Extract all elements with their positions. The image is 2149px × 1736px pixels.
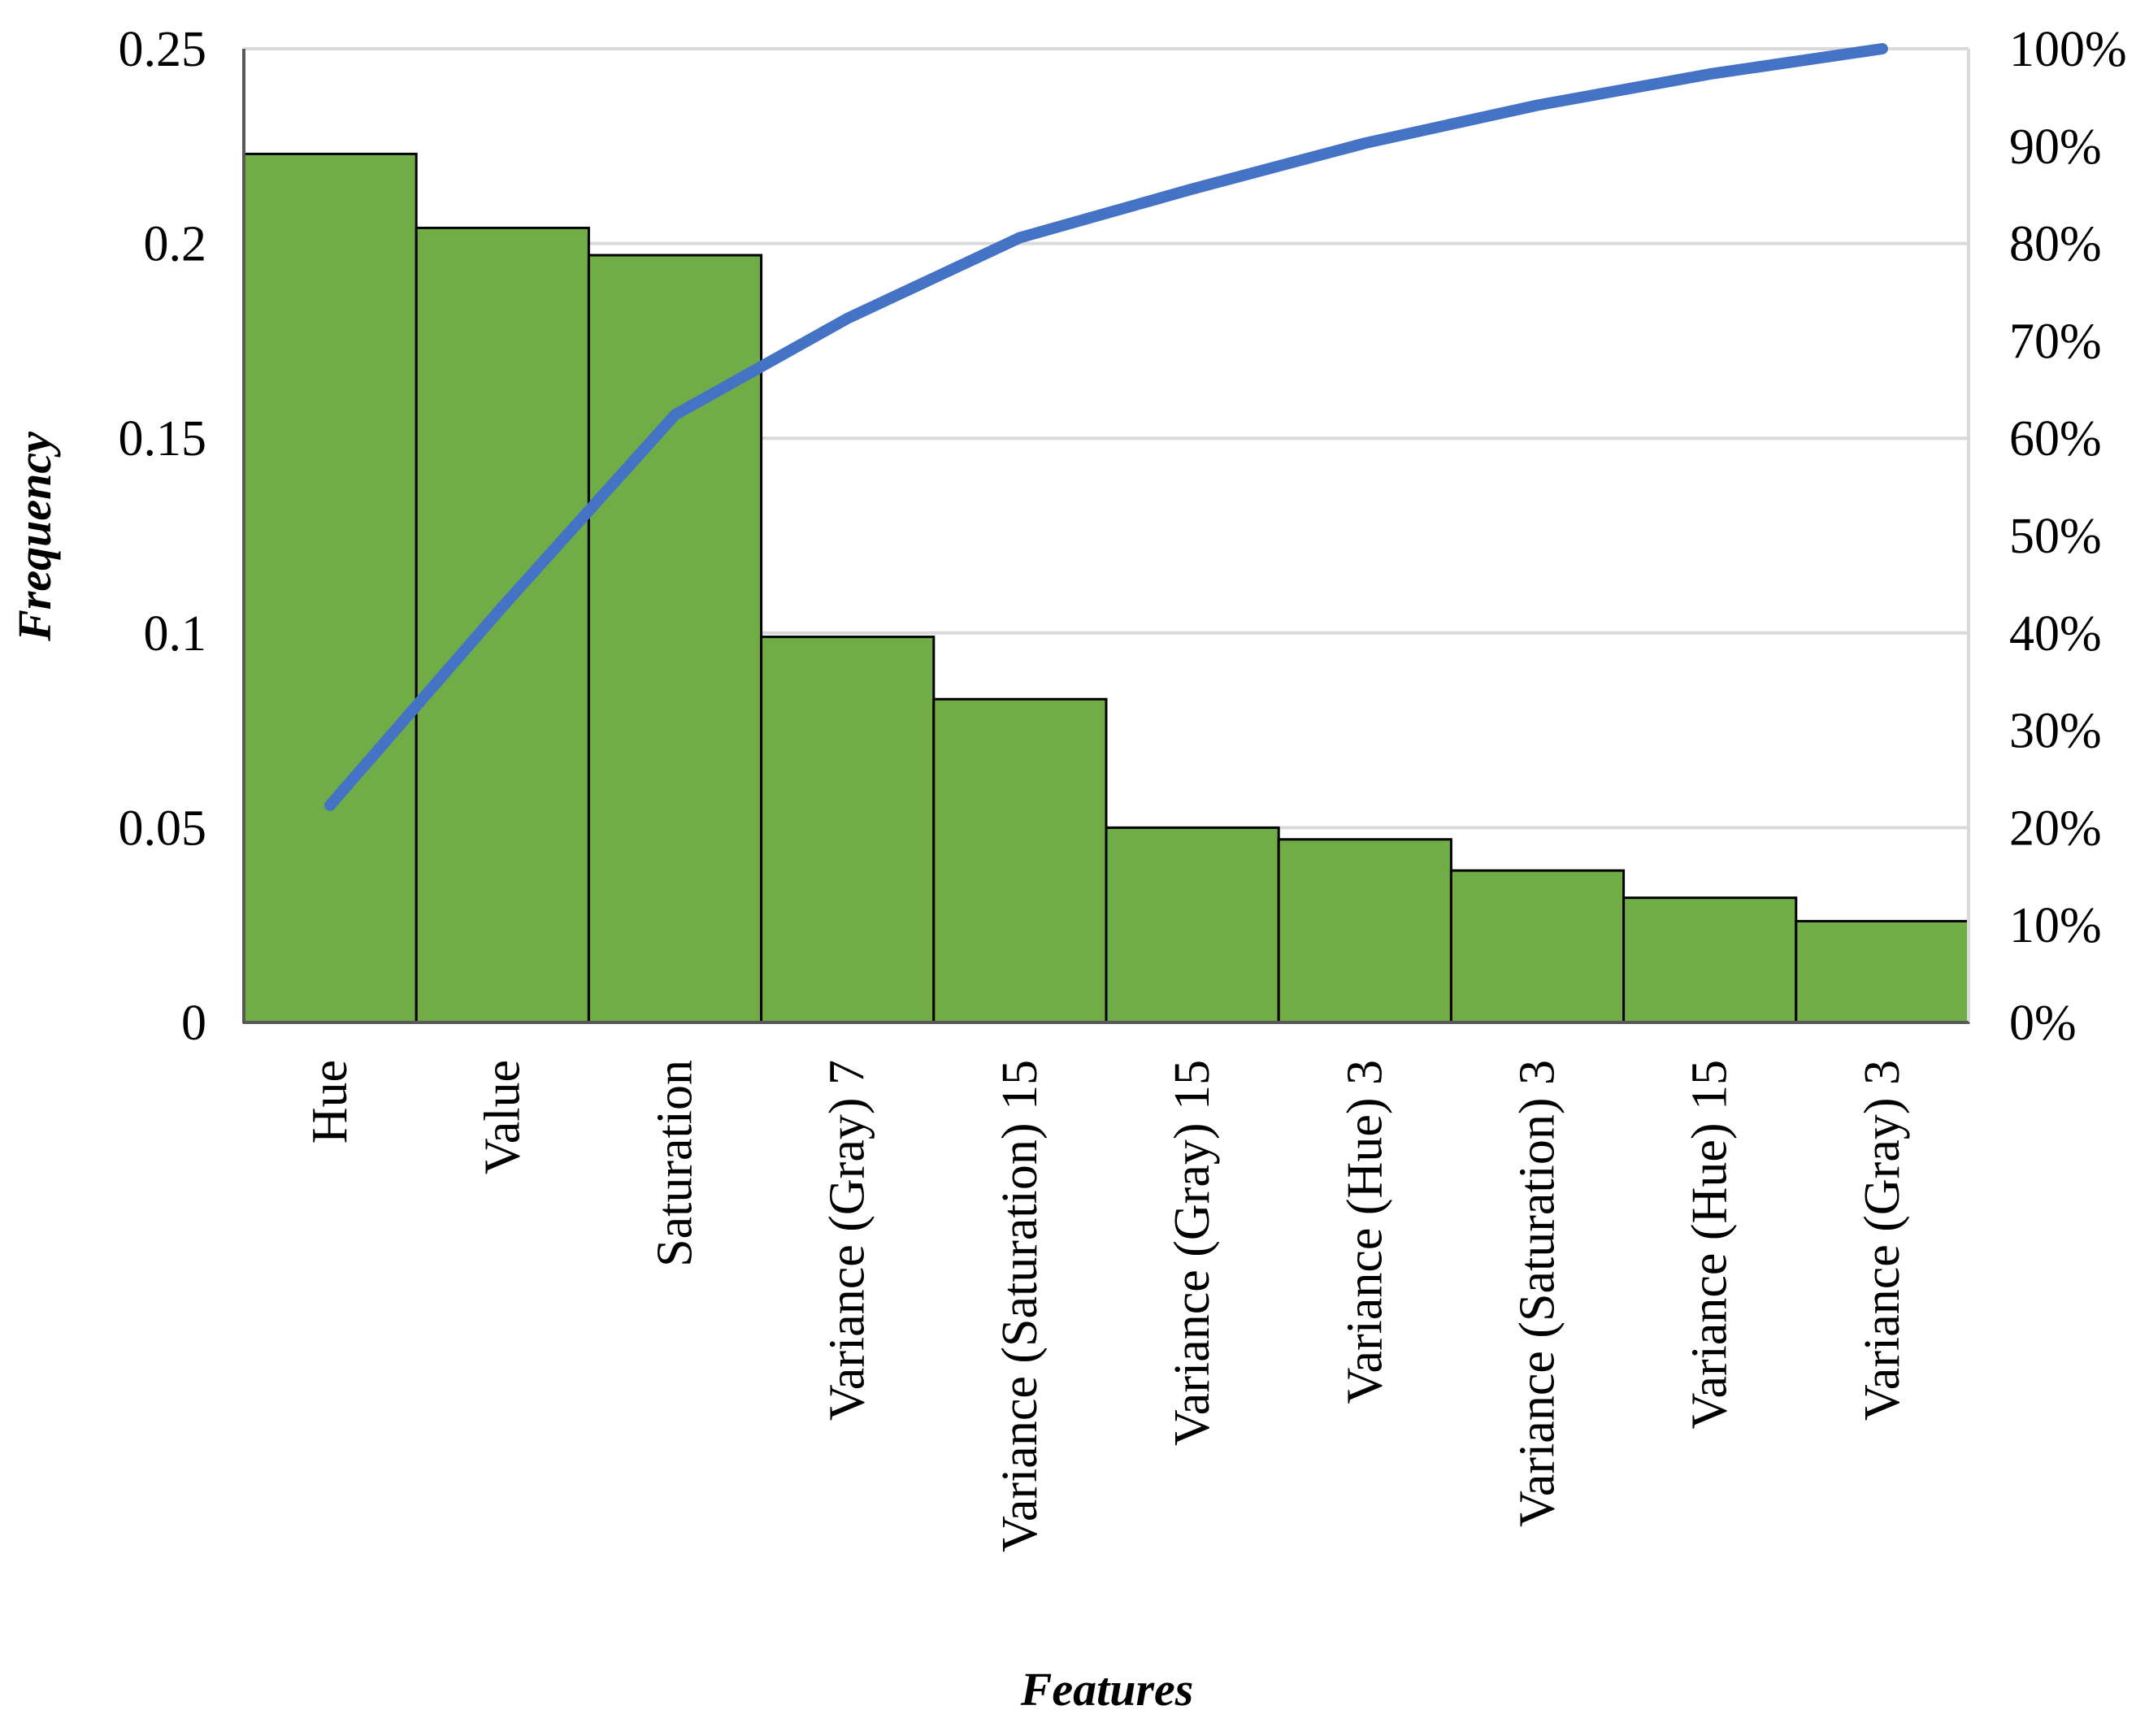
axes — [242, 49, 1970, 1024]
line-point — [1191, 187, 1195, 191]
category-label: Variance (Hue) 15 — [1682, 1060, 1738, 1429]
bar — [1277, 838, 1452, 1024]
category-label: Variance (Gray) 15 — [1165, 1060, 1220, 1446]
y2-tick-label: 0% — [2009, 996, 2077, 1051]
bar — [932, 697, 1108, 1024]
line-point — [328, 803, 332, 807]
right-axis-ticks: 0% 10% 20% 30% 40% 50% 60% 70% 80% 90% 100% — [2009, 22, 2127, 1051]
line-point — [501, 605, 505, 609]
bar — [415, 226, 590, 1024]
line-point — [845, 316, 849, 320]
y2-tick-label: 70% — [2009, 314, 2102, 369]
x-axis-title: Features — [1020, 1663, 1194, 1716]
cumulative-line — [324, 43, 1888, 811]
category-label: Variance (Gray) 3 — [1855, 1060, 1910, 1421]
bar — [760, 636, 936, 1024]
y-tick-label: 0.05 — [119, 801, 207, 856]
bar — [1622, 896, 1798, 1024]
line-point — [1018, 236, 1022, 240]
line-point — [1880, 47, 1884, 50]
bar — [1795, 919, 1970, 1024]
category-labels: Hue Value Saturation Variance (Gray) 7 Varia… — [302, 1060, 1910, 1552]
line-point — [1535, 103, 1539, 107]
bar — [1105, 826, 1280, 1024]
y-axis-title: Frequency — [8, 432, 61, 642]
y-tick-label: 0.1 — [144, 606, 207, 662]
y2-tick-label: 10% — [2009, 898, 2102, 953]
y2-tick-label: 50% — [2009, 509, 2102, 564]
line-point — [1708, 72, 1712, 76]
y2-tick-label: 60% — [2009, 411, 2102, 467]
category-label: Variance (Saturation) 15 — [992, 1060, 1048, 1552]
bar — [242, 152, 418, 1024]
y-tick-label: 0.2 — [144, 217, 207, 272]
y2-tick-label: 80% — [2009, 217, 2102, 272]
y-tick-label: 0.25 — [119, 22, 207, 77]
y-tick-label: 0.15 — [119, 411, 207, 467]
y-tick-label: 0 — [181, 996, 206, 1051]
y2-tick-label: 40% — [2009, 606, 2102, 662]
bar-series — [242, 152, 1970, 1024]
category-label: Variance (Gray) 7 — [820, 1060, 875, 1421]
category-label: Variance (Saturation) 3 — [1510, 1060, 1565, 1527]
category-label: Saturation — [648, 1060, 703, 1267]
category-label: Value — [475, 1060, 530, 1174]
y2-tick-label: 100% — [2009, 22, 2127, 77]
y2-tick-label: 90% — [2009, 119, 2102, 175]
category-label: Hue — [302, 1060, 358, 1144]
y2-tick-label: 20% — [2009, 801, 2102, 856]
bar — [587, 254, 763, 1024]
line-point — [1363, 141, 1367, 145]
y2-tick-label: 30% — [2009, 704, 2102, 759]
category-label: Variance (Hue) 3 — [1337, 1060, 1392, 1404]
bar — [1449, 869, 1626, 1024]
cumulative-line-series — [324, 43, 1888, 811]
line-point — [673, 413, 677, 417]
left-axis-ticks: 0 0.05 0.1 0.15 0.2 0.25 — [119, 22, 207, 1051]
